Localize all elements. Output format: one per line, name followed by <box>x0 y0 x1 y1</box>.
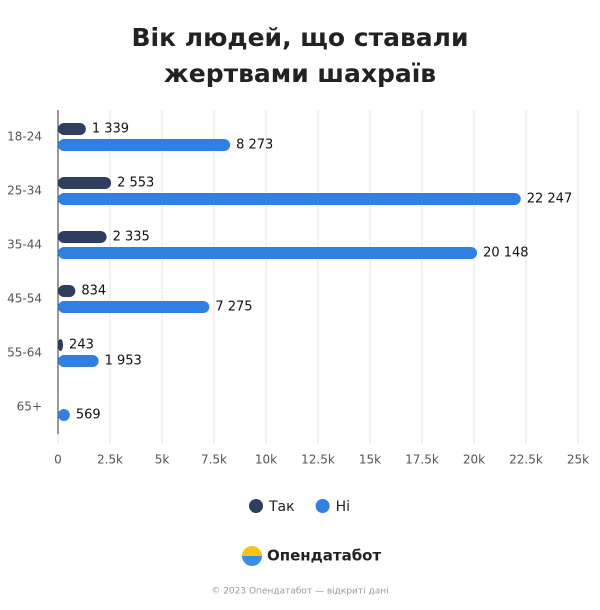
value-label: 8 273 <box>236 138 273 153</box>
y-tick-label: 55-64 <box>7 346 42 360</box>
legend-label: Ні <box>336 499 350 515</box>
value-label: 569 <box>76 408 101 423</box>
value-label: 243 <box>69 338 94 353</box>
legend-label: Так <box>268 499 295 515</box>
x-tick-label: 5k <box>155 453 170 467</box>
chart-title: Вік людей, що ставали жертвами шахраїв <box>131 23 469 88</box>
x-tick-label: 20k <box>463 453 485 467</box>
bar <box>58 231 107 243</box>
bar <box>58 123 86 135</box>
value-label: 20 148 <box>483 246 528 261</box>
x-tick-label: 0 <box>54 453 62 467</box>
value-label: 7 275 <box>215 300 252 315</box>
bar <box>58 301 210 313</box>
bar <box>58 247 478 259</box>
brand: Опендатабот <box>267 547 381 565</box>
bar <box>58 285 76 297</box>
x-tick-label: 12.5k <box>301 453 335 467</box>
legend-marker <box>249 499 263 513</box>
bar <box>58 355 99 367</box>
y-tick-label: 45-54 <box>7 292 42 306</box>
value-label: 834 <box>81 284 106 299</box>
value-label: 2 553 <box>117 176 154 191</box>
x-tick-label: 2.5k <box>97 453 123 467</box>
logo-icon <box>242 546 262 566</box>
y-tick-label: 25-34 <box>7 184 42 198</box>
x-tick-label: 15k <box>359 453 381 467</box>
copyright: © 2023 Опендатабот — відкриті дані <box>211 587 388 597</box>
value-label: 1 953 <box>105 354 142 369</box>
bar <box>58 193 521 205</box>
y-tick-label: 35-44 <box>7 238 42 252</box>
value-label: 1 339 <box>92 122 129 137</box>
value-label: 2 335 <box>113 230 150 245</box>
x-tick-label: 10k <box>255 453 277 467</box>
y-tick-label: 65+ <box>17 400 42 414</box>
x-tick-label: 17.5k <box>405 453 439 467</box>
bar <box>58 139 231 151</box>
x-tick-label: 7.5k <box>201 453 227 467</box>
x-tick-label: 25k <box>567 453 589 467</box>
bar <box>58 409 70 421</box>
x-tick-label: 22.5k <box>509 453 543 467</box>
bar <box>58 339 64 351</box>
bar <box>58 177 112 189</box>
legend-marker <box>315 499 330 513</box>
value-label: 22 247 <box>527 192 573 207</box>
y-tick-label: 18-24 <box>7 130 42 144</box>
